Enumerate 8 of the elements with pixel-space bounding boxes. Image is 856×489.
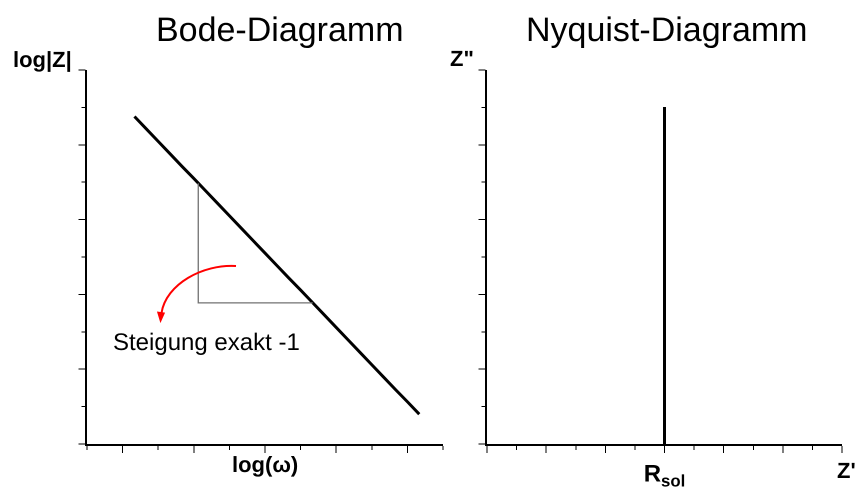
y-axis-title: Z" [450, 46, 474, 71]
x-tick-label: R$_{sol}$ [644, 460, 686, 489]
x-axis-title: log(ω) [232, 452, 298, 477]
chart-title: Nyquist-Diagramm [526, 11, 808, 49]
y-axis-title: log|Z| [13, 47, 72, 72]
chart-title: Bode-Diagramm [156, 11, 404, 49]
x-axis-title: Z' [837, 458, 856, 483]
annotation: Steigung exakt -1 [113, 329, 300, 356]
